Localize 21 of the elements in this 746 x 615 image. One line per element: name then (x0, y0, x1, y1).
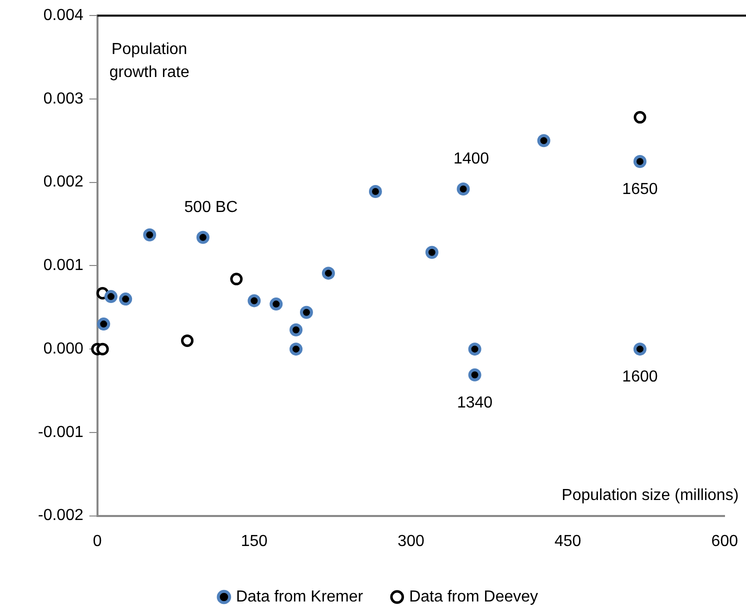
legend-label: Data from Kremer (236, 588, 364, 606)
y-tick-label: 0.000 (43, 340, 84, 358)
x-axis-title: Population size (millions) (562, 487, 739, 504)
y-tick-label: -0.001 (38, 424, 84, 441)
annotation: 1340 (456, 394, 493, 412)
x-tick-label: 0 (92, 532, 102, 550)
y-tick-label: 0.001 (43, 257, 84, 274)
annotation: 1600 (622, 368, 658, 386)
annotation: 1400 (453, 150, 490, 168)
y-tick-label: 0.003 (43, 90, 84, 108)
x-tick-label: 450 (554, 532, 582, 550)
x-tick-label: 300 (398, 532, 424, 550)
annotation: 1650 (622, 180, 658, 198)
y-tick-label: 0.002 (43, 174, 84, 191)
y-tick-label: 0.004 (43, 7, 84, 24)
x-tick-label: 600 (711, 532, 738, 550)
y-axis-title: Population growth rate (109, 41, 190, 82)
x-tick-label: 150 (240, 532, 268, 550)
annotation: 500 BC (184, 198, 238, 216)
y-tick-label: -0.002 (38, 507, 84, 524)
legend-label: Data from Deevey (409, 588, 538, 606)
